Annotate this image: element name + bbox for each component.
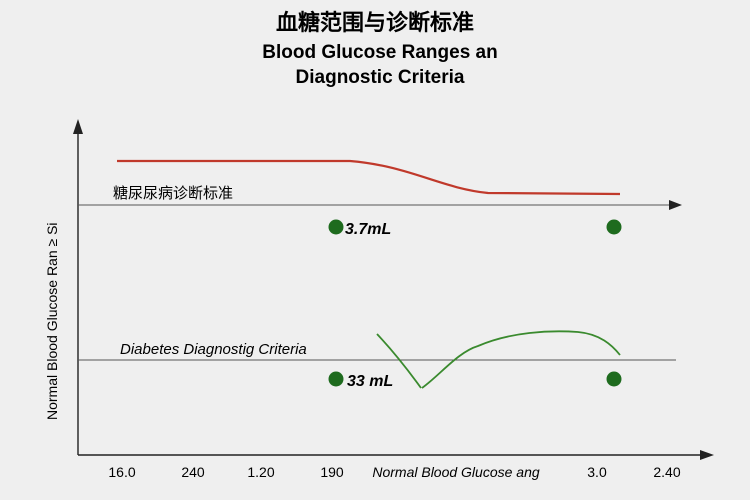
reference-line-upper-arrow xyxy=(669,200,682,210)
data-point-label-upper-left: 3.7mL xyxy=(345,221,391,238)
x-tick-label: 3.0 xyxy=(587,464,607,480)
chart-subtitle-line2: Diagnostic Criteria xyxy=(296,67,465,88)
series-line-upper xyxy=(117,159,621,196)
chart-title: 血糖范围与诊断标准 xyxy=(276,10,474,36)
data-point-lower-right xyxy=(606,371,622,387)
series-line-lower-segment-1 xyxy=(376,333,422,389)
data-point-upper-left xyxy=(328,219,344,235)
y-axis-arrow xyxy=(73,119,83,134)
x-tick-label: 16.0 xyxy=(108,464,135,480)
reference-label-upper: 糖尿尿病诊断标准 xyxy=(113,185,233,202)
chart-subtitle-line1: Blood Glucose Ranges an xyxy=(262,42,497,63)
x-tick-label: 190 xyxy=(320,464,344,480)
reference-label-lower: Diabetes Diagnostig Criteria xyxy=(120,341,307,358)
data-point-lower-left xyxy=(328,371,344,387)
x-axis-arrow xyxy=(700,450,714,460)
x-axis-label: Normal Blood Glucose ang xyxy=(372,464,540,480)
data-point-label-lower-left: 33 mL xyxy=(347,373,393,390)
x-tick-label: 2.40 xyxy=(653,464,680,480)
x-tick-label: 1.20 xyxy=(247,464,274,480)
data-point-upper-right xyxy=(606,219,622,235)
y-axis-label: Normal Blood Glucose Ran ≥ Si xyxy=(44,222,60,420)
series-line-lower-segment-2 xyxy=(421,330,621,389)
x-tick-label: 240 xyxy=(181,464,205,480)
